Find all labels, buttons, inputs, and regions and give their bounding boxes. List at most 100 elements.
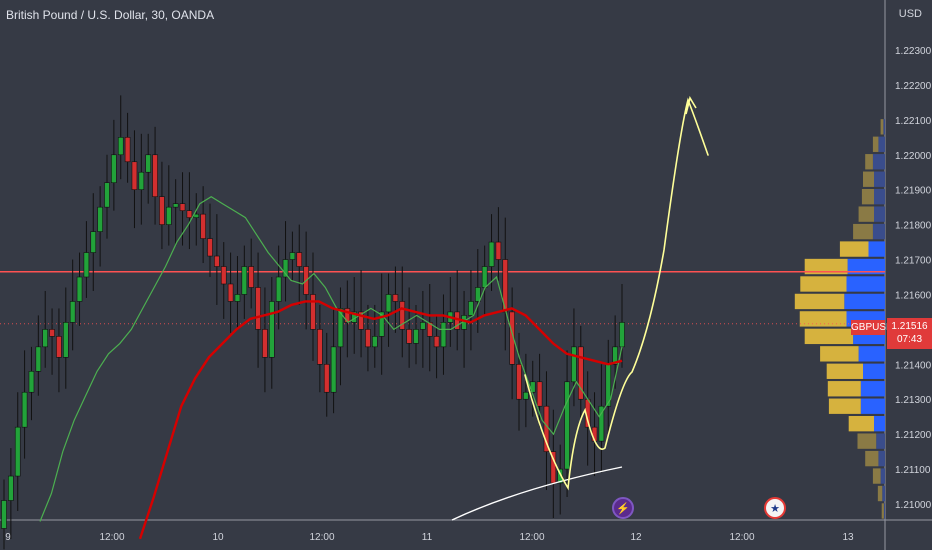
profile-sell-bar <box>883 503 885 519</box>
profile-buy-bar <box>858 206 874 222</box>
profile-buy-bar <box>839 241 869 257</box>
candle-body <box>440 322 447 348</box>
candle-body <box>481 266 488 288</box>
profile-buy-bar <box>880 119 884 135</box>
y-tick-label: 1.22200 <box>895 81 932 92</box>
support-trendline <box>451 466 623 521</box>
candle-body <box>8 475 14 501</box>
candle-body <box>152 154 158 197</box>
candle-body <box>14 426 21 477</box>
candle-body <box>76 276 83 302</box>
candles <box>1 95 625 550</box>
profile-buy-bar <box>877 485 883 502</box>
y-tick-label: 1.21700 <box>895 256 932 267</box>
profile-buy-bar <box>872 468 881 484</box>
candle-body <box>502 259 509 313</box>
candle-body <box>557 468 564 484</box>
candle-body <box>433 336 440 348</box>
x-tick-label: 12 <box>630 532 642 543</box>
candle-body <box>69 301 76 323</box>
y-tick-label: 1.22300 <box>895 46 932 57</box>
candle-body <box>179 203 186 211</box>
y-tick-label: 1.22100 <box>895 116 932 127</box>
chart-title: British Pound / U.S. Dollar, 30, OANDA <box>6 8 215 22</box>
candle-body <box>571 346 577 383</box>
bar-countdown: 07:43 <box>896 334 923 345</box>
us-flag-icon[interactable]: ★ <box>764 497 786 519</box>
candle-body <box>90 231 97 253</box>
candle-body <box>97 206 103 232</box>
candle-body <box>516 364 522 400</box>
profile-sell-bar <box>874 206 885 222</box>
candle-body <box>214 255 220 267</box>
candle-body <box>268 301 275 358</box>
profile-buy-bar <box>853 223 873 240</box>
candle-body <box>104 182 110 208</box>
x-tick-label: 12:00 <box>309 532 334 543</box>
profile-buy-bar <box>827 381 861 397</box>
candle-body <box>317 329 323 365</box>
candle-body <box>83 252 90 278</box>
profile-sell-bar <box>876 433 885 449</box>
candle-body <box>28 370 35 393</box>
x-tick-label: 12:00 <box>519 532 544 543</box>
candle-body <box>56 336 62 358</box>
candle-body <box>220 266 227 285</box>
y-tick-label: 1.21600 <box>895 290 932 301</box>
candle-body <box>358 311 364 330</box>
profile-buy-bar <box>872 136 879 152</box>
profile-buy-bar <box>865 450 879 467</box>
profile-buy-bar <box>865 154 873 170</box>
candle-body <box>371 336 378 348</box>
candle-body <box>523 391 529 400</box>
candle-body <box>378 311 385 337</box>
candle-body <box>296 252 303 267</box>
profile-sell-bar <box>878 450 885 467</box>
profile-buy-bar <box>794 293 845 310</box>
x-tick-label: 10 <box>212 532 224 543</box>
candle-body <box>426 322 433 337</box>
candle-body <box>21 391 28 428</box>
y-tick-label: 1.21300 <box>895 395 932 406</box>
profile-sell-bar <box>860 381 885 397</box>
current-price-value: 1.21516 <box>891 321 928 332</box>
profile-buy-bar <box>799 311 847 327</box>
profile-sell-bar <box>883 119 885 135</box>
candle-body <box>577 346 584 400</box>
profile-sell-bar <box>872 223 885 240</box>
candle-body <box>392 294 399 302</box>
current-price-badge: 1.21516 07:43 <box>887 318 932 349</box>
y-tick-label: 1.21100 <box>895 465 931 476</box>
profile-sell-bar <box>872 154 885 170</box>
candle-body <box>282 259 289 278</box>
lightning-icon[interactable]: ⚡ <box>612 497 634 519</box>
candle-body <box>131 161 138 190</box>
candle-body <box>159 196 165 225</box>
profile-sell-bar <box>874 415 885 432</box>
profile-buy-bar <box>804 328 854 345</box>
candle-body <box>62 322 69 358</box>
candle-body <box>474 287 481 302</box>
candle-body <box>193 213 200 218</box>
candle-body <box>420 322 426 330</box>
profile-buy-bar <box>826 363 863 379</box>
y-tick-label: 1.21800 <box>895 221 932 232</box>
candle-body <box>124 137 131 163</box>
candle-body <box>468 301 474 316</box>
candle-body <box>172 203 179 208</box>
candle-body <box>413 329 419 344</box>
profile-buy-bar <box>857 433 877 449</box>
profile-buy-bar <box>861 188 874 205</box>
candle-body <box>186 210 193 218</box>
candle-body <box>234 294 241 302</box>
candle-body <box>275 276 282 302</box>
slow-ma-line <box>138 300 623 540</box>
candle-body <box>365 329 371 348</box>
candle-body <box>406 329 412 344</box>
candle-body <box>289 252 296 260</box>
profile-buy-bar <box>881 503 884 519</box>
candle-body <box>262 329 268 358</box>
candle-body <box>598 405 605 442</box>
